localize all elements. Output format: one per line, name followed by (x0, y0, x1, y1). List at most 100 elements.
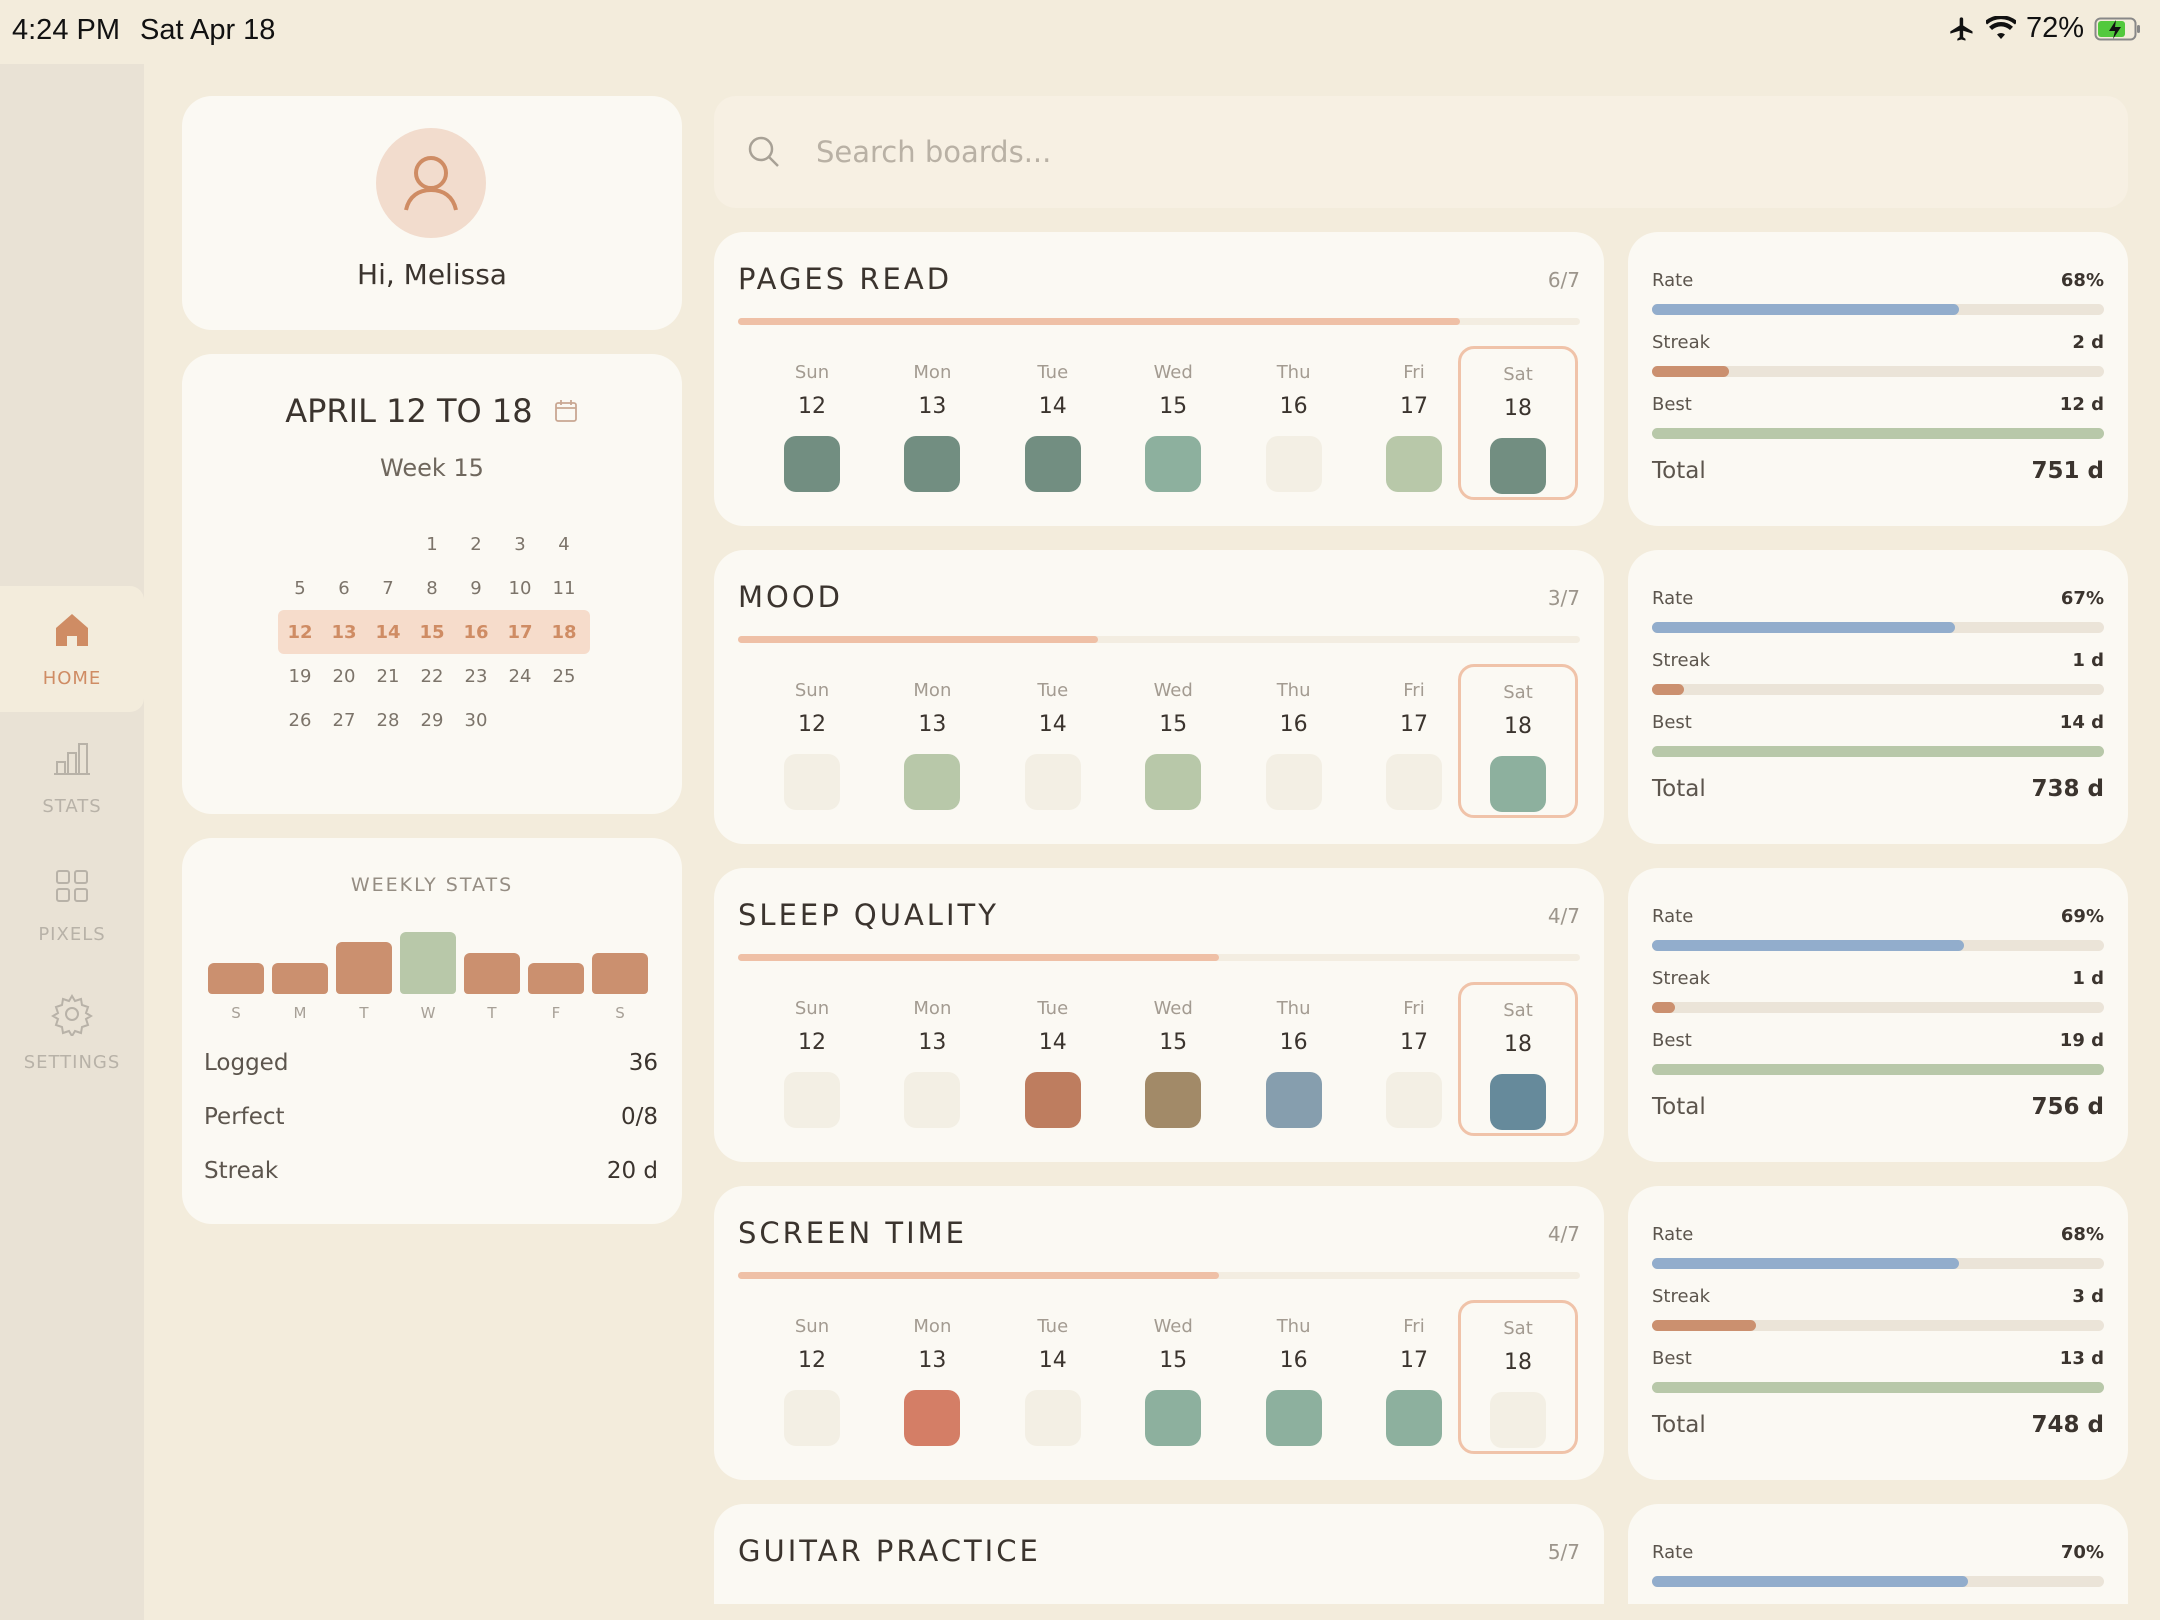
day-pixel[interactable] (904, 1072, 961, 1128)
calendar-day[interactable]: 6 (338, 577, 350, 599)
day-pixel[interactable] (1024, 754, 1081, 810)
day-cell[interactable]: Wed 15 (1113, 980, 1233, 1134)
day-pixel[interactable] (1024, 1072, 1081, 1128)
calendar-day[interactable]: 25 (552, 665, 576, 687)
day-pixel[interactable] (1490, 438, 1546, 494)
day-pixel[interactable] (1265, 436, 1322, 492)
calendar-day[interactable]: 1 (426, 533, 438, 555)
calendar-day[interactable]: 7 (382, 577, 394, 599)
nav-pixels[interactable]: PIXELS (0, 842, 144, 968)
calendar-day[interactable]: 18 (551, 621, 577, 643)
day-cell[interactable]: Thu 16 (1234, 980, 1354, 1134)
calendar-day[interactable]: 5 (294, 577, 306, 599)
day-pixel[interactable] (1490, 1074, 1546, 1130)
nav-settings[interactable]: SETTINGS (0, 970, 144, 1096)
avatar[interactable] (376, 128, 486, 238)
day-pixel[interactable] (784, 754, 840, 810)
day-cell[interactable]: Sat 18 (1458, 1300, 1578, 1454)
day-cell[interactable]: Mon 13 (872, 1298, 992, 1452)
day-cell[interactable]: Tue 14 (993, 344, 1113, 498)
calendar-day[interactable]: 20 (332, 665, 356, 687)
day-pixel[interactable] (904, 436, 961, 492)
calendar-day[interactable]: 19 (288, 665, 312, 687)
day-cell[interactable]: Sun 12 (752, 1298, 872, 1452)
calendar-day[interactable]: 29 (420, 709, 444, 731)
day-pixel[interactable] (1145, 754, 1202, 810)
calendar-day[interactable]: 17 (507, 621, 533, 643)
day-pixel[interactable] (1024, 436, 1081, 492)
board-title[interactable]: PAGES READ (738, 262, 953, 296)
day-pixel[interactable] (1265, 754, 1322, 810)
day-pixel[interactable] (784, 1072, 840, 1128)
day-cell[interactable]: Wed 15 (1113, 344, 1233, 498)
day-cell[interactable]: Sat 18 (1458, 982, 1578, 1136)
calendar-day[interactable]: 28 (376, 709, 400, 731)
day-cell[interactable]: Mon 13 (872, 662, 992, 816)
board-title[interactable]: MOOD (738, 580, 844, 614)
day-cell[interactable]: Wed 15 (1113, 1298, 1233, 1452)
day-pixel[interactable] (1490, 756, 1546, 812)
day-cell[interactable]: Thu 16 (1234, 344, 1354, 498)
board-title[interactable]: SLEEP QUALITY (738, 898, 999, 932)
calendar-day[interactable]: 30 (464, 709, 488, 731)
calendar-day[interactable]: 16 (463, 621, 489, 643)
calendar-day[interactable]: 23 (464, 665, 488, 687)
day-pixel[interactable] (1490, 1392, 1546, 1448)
day-cell[interactable]: Tue 14 (993, 662, 1113, 816)
day-pixel[interactable] (1386, 436, 1442, 492)
nav-home[interactable]: HOME (0, 586, 144, 712)
calendar-day[interactable]: 10 (508, 577, 532, 599)
day-cell[interactable]: Tue 14 (993, 1298, 1113, 1452)
day-pixel[interactable] (904, 1390, 961, 1446)
day-cell[interactable]: Thu 16 (1234, 662, 1354, 816)
day-cell[interactable]: Mon 13 (872, 344, 992, 498)
day-pixel[interactable] (1145, 1072, 1202, 1128)
day-cell[interactable]: Fri 17 (1354, 1298, 1474, 1452)
day-pixel[interactable] (1386, 754, 1442, 810)
day-pixel[interactable] (1024, 1390, 1081, 1446)
nav-stats[interactable]: STATS (0, 714, 144, 840)
day-pixel[interactable] (1386, 1390, 1442, 1446)
day-cell[interactable]: Sat 18 (1458, 664, 1578, 818)
day-pixel[interactable] (784, 1390, 840, 1446)
calendar-day[interactable]: 26 (288, 709, 312, 731)
board-title[interactable]: SCREEN TIME (738, 1216, 967, 1250)
search-bar[interactable] (714, 96, 2128, 208)
day-cell[interactable]: Mon 13 (872, 980, 992, 1134)
day-cell[interactable]: Fri 17 (1354, 980, 1474, 1134)
calendar-day[interactable]: 22 (420, 665, 444, 687)
day-cell[interactable]: Thu 16 (1234, 1298, 1354, 1452)
day-pixel[interactable] (784, 436, 840, 492)
calendar-day[interactable]: 13 (331, 621, 357, 643)
day-cell[interactable]: Sun 12 (752, 980, 872, 1134)
day-pixel[interactable] (1265, 1072, 1322, 1128)
week-range-title[interactable]: APRIL 12 TO 18 (182, 392, 682, 430)
calendar-day[interactable]: 9 (470, 577, 482, 599)
day-cell[interactable]: Tue 14 (993, 980, 1113, 1134)
calendar-day[interactable]: 14 (375, 621, 401, 643)
calendar-day[interactable]: 15 (419, 621, 445, 643)
day-cell[interactable]: Sun 12 (752, 662, 872, 816)
calendar-day[interactable]: 4 (558, 533, 570, 555)
day-pixel[interactable] (904, 754, 961, 810)
day-cell[interactable]: Sun 12 (752, 344, 872, 498)
calendar-day[interactable]: 27 (332, 709, 356, 731)
day-cell[interactable]: Wed 15 (1113, 662, 1233, 816)
day-cell[interactable]: Sat 18 (1458, 346, 1578, 500)
calendar-day[interactable]: 11 (552, 577, 576, 599)
day-pixel[interactable] (1386, 1072, 1442, 1128)
calendar-day[interactable]: 3 (514, 533, 526, 555)
day-cell[interactable]: Fri 17 (1354, 662, 1474, 816)
calendar-day[interactable]: 12 (287, 621, 313, 643)
calendar-day[interactable]: 24 (508, 665, 532, 687)
day-pixel[interactable] (1265, 1390, 1322, 1446)
day-pixel[interactable] (1145, 1390, 1202, 1446)
day-cell[interactable]: Fri 17 (1354, 344, 1474, 498)
calendar-day[interactable]: 21 (376, 665, 400, 687)
search-input[interactable] (816, 124, 2016, 180)
board-title[interactable]: GUITAR PRACTICE (738, 1534, 1041, 1568)
board-progress-bar (738, 636, 1580, 643)
calendar-day[interactable]: 8 (426, 577, 438, 599)
calendar-day[interactable]: 2 (470, 533, 482, 555)
day-pixel[interactable] (1145, 436, 1202, 492)
